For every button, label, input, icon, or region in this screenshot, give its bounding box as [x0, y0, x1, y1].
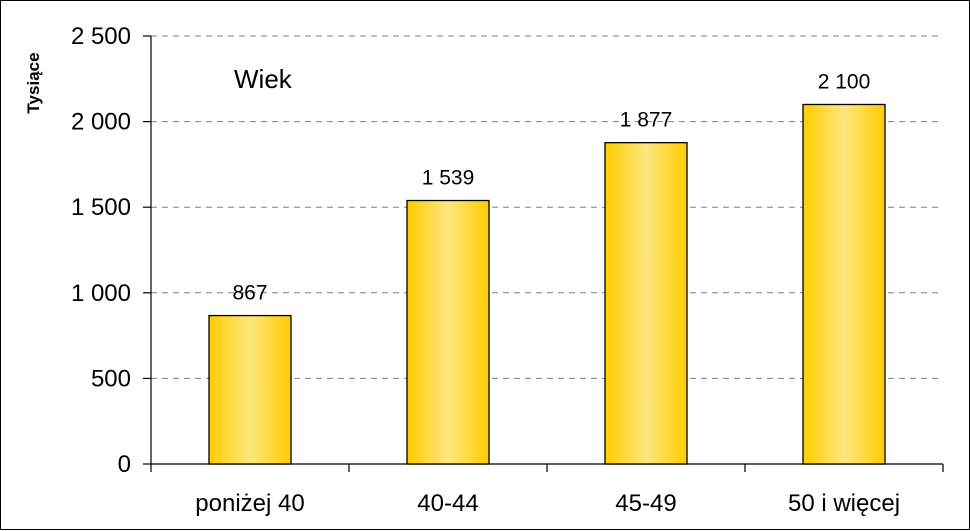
y-tick-label: 2 000 — [71, 109, 131, 136]
bar-value-label: 867 — [232, 282, 267, 305]
y-tick-label: 1 000 — [71, 280, 131, 307]
y-tick-label: 2 500 — [71, 23, 131, 50]
y-tick-label: 500 — [91, 365, 131, 392]
bar — [604, 142, 688, 465]
x-tick-label: 50 i więcej — [788, 490, 900, 517]
x-tick-label: poniżej 40 — [195, 490, 304, 517]
y-tick-label: 0 — [118, 451, 131, 478]
bar-value-label: 1 877 — [620, 109, 673, 132]
chart-annotation: Wiek — [234, 64, 293, 94]
x-tick-label: 40-44 — [417, 490, 478, 517]
bar-value-label: 2 100 — [818, 70, 871, 93]
y-axis-label: Tysiące — [24, 52, 43, 113]
y-tick-label: 1 500 — [71, 194, 131, 221]
bar-value-label: 1 539 — [422, 167, 475, 190]
bar — [406, 199, 490, 465]
bars — [208, 103, 886, 465]
labels: 0 500 1 000 1 500 2 000 2 500 867 poniżej 40 1 5… — [71, 23, 900, 517]
bar — [802, 103, 886, 465]
bar — [208, 314, 292, 465]
x-tick-label: 45-49 — [615, 490, 676, 517]
